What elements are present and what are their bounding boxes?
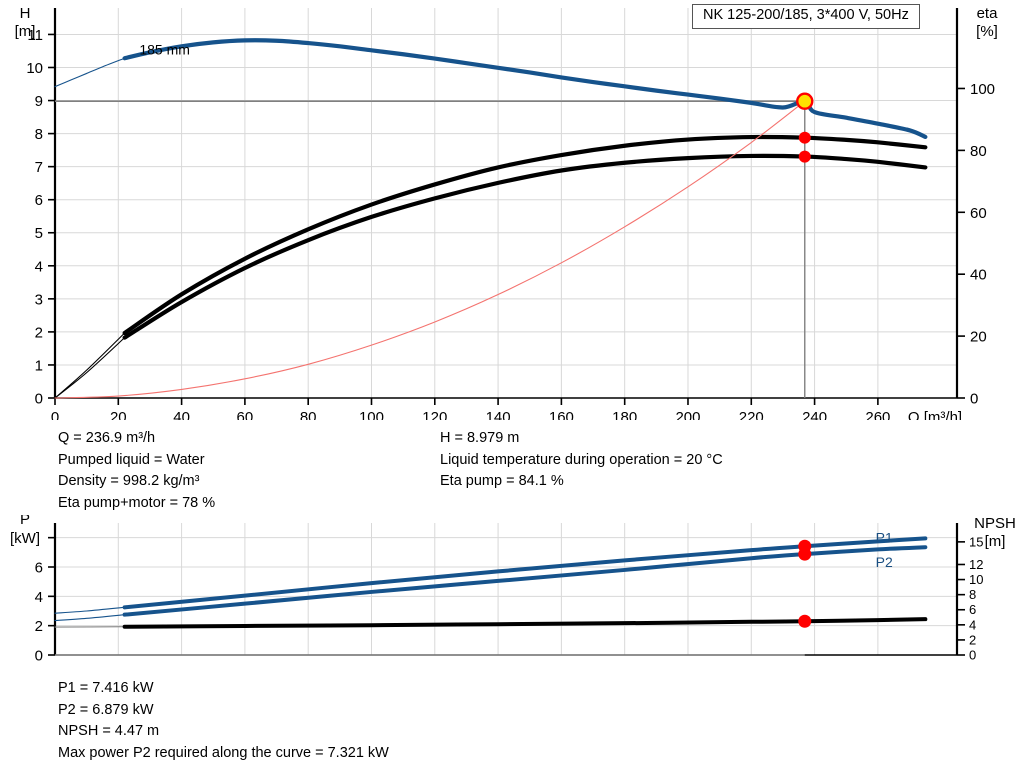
duty-info-left: Q = 236.9 m³/h Pumped liquid = Water Den… [58, 428, 215, 514]
info-npsh: NPSH = 4.47 m [58, 723, 160, 739]
info-p1: P1 = 7.416 kW [58, 680, 154, 696]
x-tick-label: 100 [359, 409, 384, 420]
y-tick-label-right: 12 [969, 557, 983, 572]
x-tick-label: 260 [865, 409, 890, 420]
x-tick-label: 0 [51, 409, 59, 420]
y-tick-label-left: 6 [35, 560, 43, 577]
duty-dot-eta-pump [798, 131, 811, 144]
curve-head-185-mm-extrapolated- [54, 57, 126, 88]
x-tick-label: 80 [300, 409, 317, 420]
y-tick-label-right: 4 [969, 617, 976, 632]
curve-eta-pump-motor-extrapolated- [54, 337, 126, 399]
duty-info-right: H = 8.979 m Liquid temperature during op… [440, 428, 723, 493]
y-tick-label-left: 4 [35, 258, 43, 275]
head-eta-chart: 0 1 2 3 4 5 6 7 8 9 10 11 H [m] 0 20 40 60 80 100 eta [%] 0 20 4… [15, 5, 999, 420]
info-p2: P2 = 6.879 kW [58, 701, 154, 718]
y-axis-unit-right: [m] [985, 533, 1006, 550]
x-tick-label: 140 [486, 409, 511, 420]
y-tick-label-left: 2 [35, 324, 43, 341]
y-axis-title-left: P [20, 515, 30, 528]
y-tick-label-left: 4 [35, 589, 43, 606]
info-pumped-liquid: Pumped liquid = Water [58, 451, 205, 468]
y-tick-label-right: 6 [969, 602, 976, 617]
x-tick-label: 40 [173, 409, 190, 420]
power-info-block: P1 = 7.416 kW P2 = 6.879 kW NPSH = 4.47 … [58, 678, 389, 764]
y-tick-label-right: 20 [970, 329, 987, 346]
pump-title-box: NK 125-200/185, 3*400 V, 50Hz [692, 4, 920, 29]
y-tick-label-left: 2 [35, 618, 43, 635]
head-eta-chart-svg: 0 1 2 3 4 5 6 7 8 9 10 11 H[m] 0 20 40 60 80 100 eta[%] 0 20 4… [15, 5, 999, 420]
y-tick-label-left: 0 [35, 648, 43, 665]
y-tick-label-right: 80 [970, 143, 987, 160]
p2-curve-label: P2 [876, 554, 893, 570]
info-max-power: Max power P2 required along the curve = … [58, 744, 389, 761]
curve-p2-extrapolated- [54, 614, 126, 622]
curve-p1 [122, 536, 928, 610]
info-h: H = 8.979 m [440, 430, 520, 446]
y-axis-title-right: eta [977, 5, 999, 22]
y-tick-label-right: 10 [969, 572, 983, 587]
x-tick-label: 120 [422, 409, 447, 420]
y-axis-title-left: H [20, 5, 31, 22]
pump-title-label: NK 125-200/185, 3*400 V, 50Hz [703, 7, 909, 23]
top-chart-group: 0 1 2 3 4 5 6 7 8 9 10 11 H[m] 0 20 40 60 80 100 eta[%] 0 20 4… [15, 5, 999, 420]
curve-p1-extrapolated- [54, 606, 126, 614]
y-tick-label-left: 7 [35, 159, 43, 176]
info-liquid-temperature: Liquid temperature during operation = 20… [440, 451, 723, 468]
x-axis-title: Q [m³/h] [908, 409, 962, 420]
y-tick-label-right: 0 [970, 391, 978, 408]
x-tick-label: 160 [549, 409, 574, 420]
x-tick-label: 220 [739, 409, 764, 420]
y-tick-label-right: 0 [969, 648, 976, 663]
y-tick-label-left: 6 [35, 192, 43, 209]
y-axis-unit-right: [%] [976, 23, 998, 40]
y-tick-label-right: 2 [969, 632, 976, 647]
y-tick-label-right: 40 [970, 267, 987, 284]
y-tick-label-left: 9 [35, 93, 43, 110]
y-axis-unit-left: [m] [15, 23, 36, 40]
y-tick-label-left: 0 [35, 391, 43, 408]
y-tick-label-left: 3 [35, 291, 43, 308]
y-tick-label-left: 8 [35, 126, 43, 143]
y-tick-label-left: 5 [35, 225, 43, 242]
y-tick-label-left: 10 [26, 60, 43, 77]
curve-p2 [122, 545, 928, 617]
y-tick-label-left: 1 [35, 357, 43, 374]
duty-dot-npsh [798, 614, 812, 628]
info-density: Density = 998.2 kg/m³ [58, 473, 200, 489]
x-tick-label: 60 [237, 409, 254, 420]
y-tick-label-left: 11 [27, 27, 43, 44]
power-npsh-chart: 0 2 4 6 P [kW] 0 2 4 6 8 10 12 15 NPSH [m] P1 P2 [0, 515, 1024, 675]
p1-curve-label: P1 [876, 530, 893, 546]
x-tick-label: 200 [675, 409, 700, 420]
duty-point-marker [796, 92, 814, 110]
curve-npsh [122, 617, 928, 629]
y-tick-label-right: 60 [970, 205, 987, 222]
y-axis-title-right: NPSH [974, 515, 1016, 532]
x-tick-label: 180 [612, 409, 637, 420]
y-axis-unit-left: [kW] [10, 530, 40, 547]
x-tick-label: 20 [110, 409, 127, 420]
curve-eta-pump-motor [122, 153, 928, 340]
y-tick-label-right: 8 [969, 587, 976, 602]
info-eta-pump-motor: Eta pump+motor = 78 % [58, 494, 216, 511]
y-tick-label-right: 15 [969, 534, 983, 549]
impeller-size-label: 185 mm [139, 41, 190, 57]
duty-dot-eta-pump-motor [798, 150, 811, 163]
curve-eta-pump-extrapolated- [54, 332, 126, 399]
curve-eta-pump [122, 134, 928, 336]
x-tick-label: 240 [802, 409, 827, 420]
curve-system-curve [54, 100, 806, 399]
duty-dot-p2 [798, 547, 812, 561]
y-tick-label-right: 100 [970, 81, 995, 98]
info-eta-pump: Eta pump = 84.1 % [440, 473, 564, 489]
info-q: Q = 236.9 m³/h [58, 430, 156, 446]
